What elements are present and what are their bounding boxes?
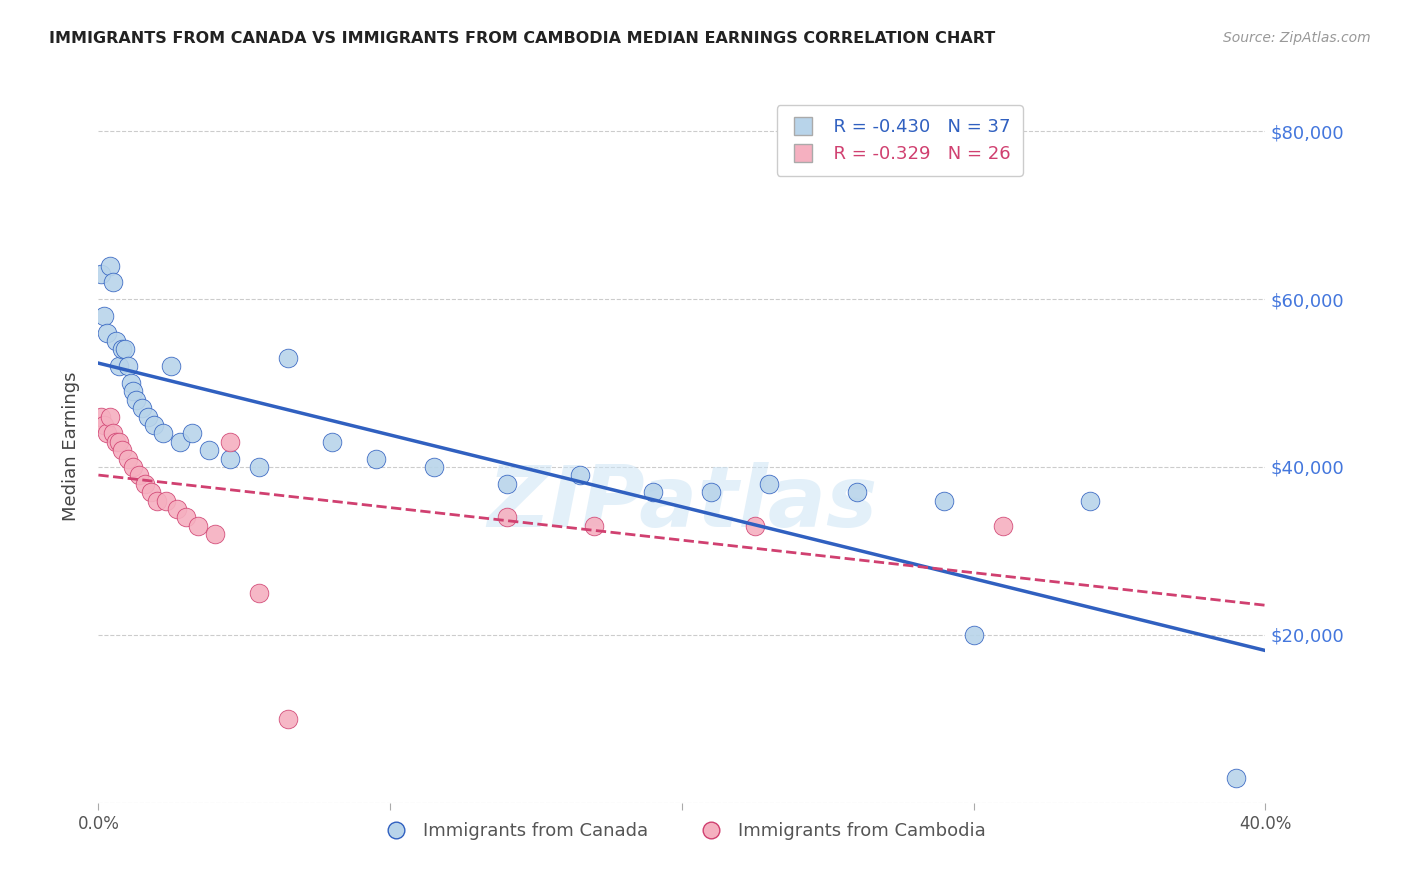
Point [934,493,956,508]
Point [155,493,177,508]
Point [962,628,984,642]
Point [98,409,121,424]
Point [744,518,766,533]
Point [128,468,150,483]
Point [134,476,156,491]
Point [104,434,127,449]
Point [277,712,299,726]
Point [277,351,299,365]
Point [122,384,145,399]
Text: ZIPatlas: ZIPatlas [486,461,877,545]
Point [218,434,240,449]
Point [160,359,183,374]
Point [142,417,165,432]
Point [364,451,387,466]
Point [90,267,112,281]
Point [101,275,124,289]
Point [114,343,136,357]
Point [90,409,112,424]
Point [93,417,115,432]
Point [98,259,121,273]
Point [187,518,209,533]
Point [758,476,780,491]
Legend: Immigrants from Canada, Immigrants from Cambodia: Immigrants from Canada, Immigrants from … [371,815,993,847]
Point [96,426,118,441]
Point [218,451,240,466]
Point [117,451,139,466]
Point [1080,493,1102,508]
Text: Source: ZipAtlas.com: Source: ZipAtlas.com [1223,31,1371,45]
Point [198,443,221,458]
Point [180,426,202,441]
Point [700,485,723,500]
Point [96,326,118,340]
Point [423,460,446,475]
Point [101,426,124,441]
Point [93,309,115,323]
Point [204,527,226,541]
Text: IMMIGRANTS FROM CANADA VS IMMIGRANTS FROM CAMBODIA MEDIAN EARNINGS CORRELATION C: IMMIGRANTS FROM CANADA VS IMMIGRANTS FRO… [49,31,995,46]
Y-axis label: Median Earnings: Median Earnings [62,371,80,521]
Point [169,434,191,449]
Point [120,376,142,390]
Point [641,485,664,500]
Point [104,334,127,348]
Point [152,426,174,441]
Point [117,359,139,374]
Point [583,518,606,533]
Point [174,510,197,524]
Point [122,460,145,475]
Point [108,359,131,374]
Point [131,401,153,416]
Point [139,485,162,500]
Point [108,434,131,449]
Point [991,518,1014,533]
Point [111,443,134,458]
Point [166,502,188,516]
Point [146,493,169,508]
Point [496,476,519,491]
Point [1225,771,1247,785]
Point [247,586,270,600]
Point [568,468,591,483]
Point [846,485,869,500]
Point [321,434,343,449]
Point [125,392,148,407]
Point [247,460,270,475]
Point [111,343,134,357]
Point [496,510,519,524]
Point [136,409,159,424]
